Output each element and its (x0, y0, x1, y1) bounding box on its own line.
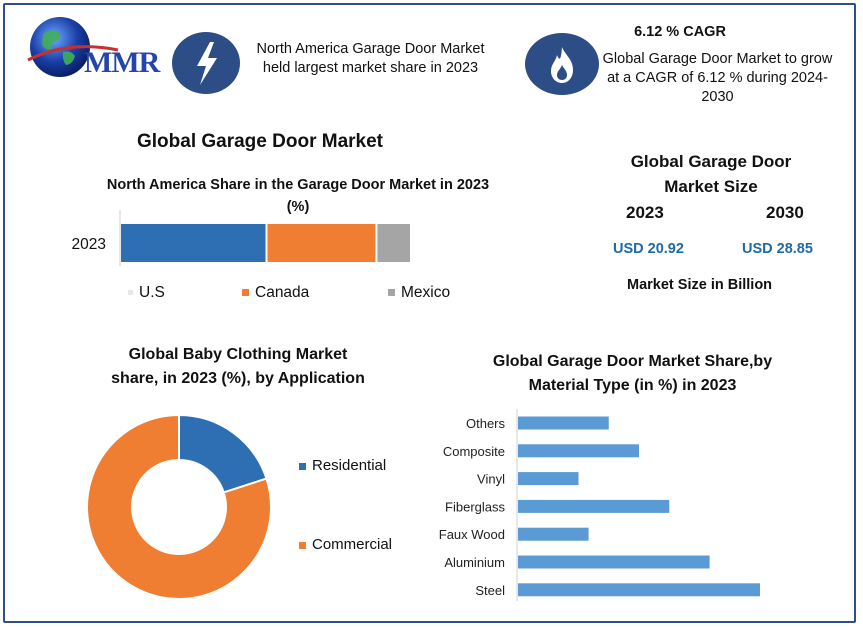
legend-swatch-mexico (388, 289, 395, 297)
material-label-faux-wood: Faux Wood (439, 527, 505, 542)
legend-item-mexico: Mexico (388, 284, 450, 302)
material-bar-vinyl (518, 472, 579, 486)
material-bar-composite (518, 444, 639, 458)
material-bar-faux-wood (518, 527, 589, 541)
material-label-vinyl: Vinyl (477, 472, 505, 487)
mmr-logo: MMR (18, 12, 173, 82)
material-bar-steel (518, 583, 760, 597)
globe-logo-icon (27, 17, 119, 77)
flame-icon (551, 47, 573, 83)
legend-swatch-us (128, 290, 133, 296)
stacked-chart-title: North America Share in the Garage Door M… (106, 177, 490, 215)
infographic-frame (3, 3, 856, 623)
donut-legend-residential: Residential (299, 457, 386, 474)
legend-item-us: U.S (128, 284, 165, 302)
legend-label-canada: Canada (255, 284, 310, 301)
legend-swatch-residential (299, 462, 306, 470)
material-label-steel: Steel (475, 583, 505, 598)
legend-item-canada: Canada (242, 284, 309, 302)
highlight-text: North America Garage Door Market held la… (256, 41, 485, 76)
material-label-others: Others (466, 416, 506, 431)
lightning-badge (172, 32, 240, 94)
material-bar-chart: Others Composite Vinyl Fiberglass Faux Wood A… (439, 409, 760, 601)
stacked-bar-chart: 2023 (72, 210, 410, 266)
material-bar-others (518, 416, 609, 430)
legend-label-residential: Residential (312, 457, 387, 474)
flame-badge (525, 33, 599, 95)
donut-chart (86, 413, 272, 600)
market-size-value-2023: USD 20.92 (613, 241, 684, 257)
market-size-note: Market Size in Billion (627, 277, 773, 293)
material-label-composite: Composite (443, 444, 505, 459)
material-bar-fiberglass (518, 499, 670, 513)
stacked-bar-segment-us (121, 224, 266, 262)
legend-swatch-canada (242, 289, 249, 297)
material-label-aluminium: Aluminium (444, 555, 505, 570)
lightning-icon (197, 42, 217, 85)
stacked-bar-segment-mexico (377, 224, 410, 262)
page-title: Global Garage Door Market (136, 131, 383, 152)
donut-chart-title: Global Baby Clothing Market share, in 20… (111, 346, 365, 387)
market-size-value-2030: USD 28.85 (742, 241, 813, 257)
donut-slice-commercial (86, 413, 272, 600)
market-size-year-2023: 2023 (626, 203, 664, 222)
legend-label-commercial: Commercial (312, 536, 393, 553)
donut-legend-commercial: Commercial (299, 536, 392, 553)
stacked-category-label: 2023 (72, 236, 106, 253)
cagr-title: 6.12 % CAGR (634, 24, 726, 40)
market-size-title: Global Garage Door Market Size (630, 152, 792, 196)
legend-label-us: U.S (139, 284, 165, 301)
cagr-text: Global Garage Door Market to grow at a C… (602, 51, 833, 105)
material-chart-title: Global Garage Door Market Share,by Mater… (492, 353, 773, 394)
market-size-year-2030: 2030 (766, 203, 804, 222)
material-bar-aluminium (518, 555, 710, 569)
material-label-fiberglass: Fiberglass (445, 499, 505, 514)
legend-label-mexico: Mexico (401, 284, 451, 301)
donut-slice-residential (178, 413, 268, 494)
stacked-bar-segment-canada (267, 224, 376, 262)
logo-text: MMR (84, 46, 160, 79)
legend-swatch-commercial (299, 541, 306, 549)
